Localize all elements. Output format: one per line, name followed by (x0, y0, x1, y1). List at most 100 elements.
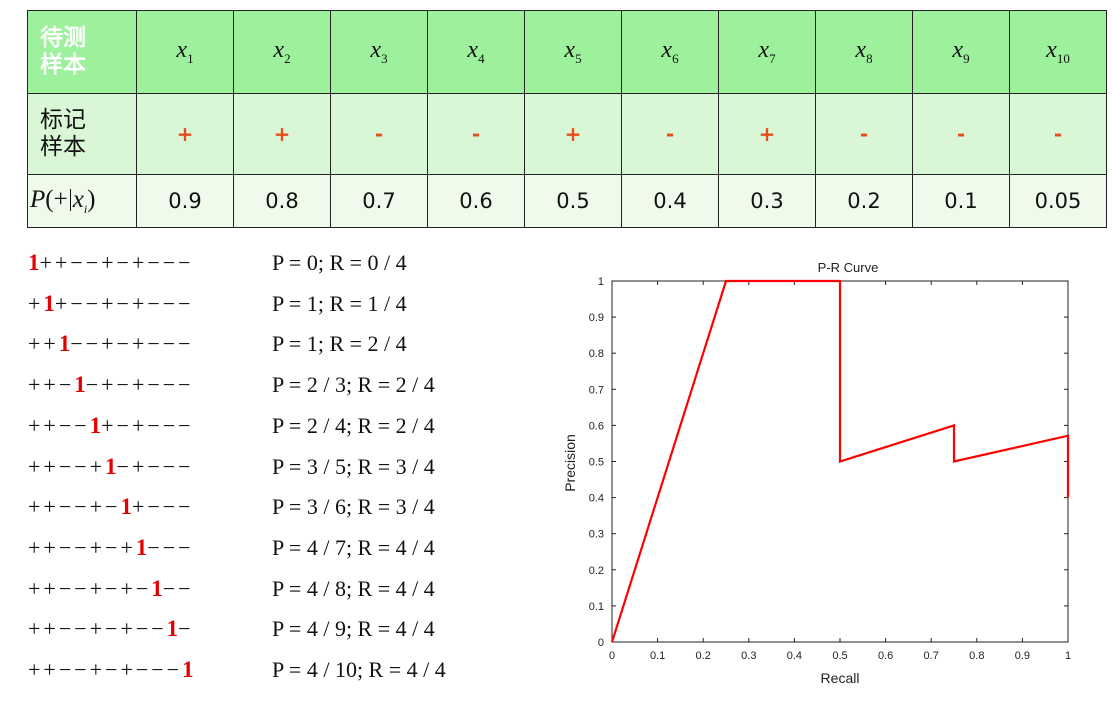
pr-curve-chart: P-R Curve Recall Precision 0 0.1 0.2 0.3 0.4… (562, 260, 1071, 686)
y-tick-label: 0.6 (589, 420, 604, 432)
probability-cell: 0.3 (718, 174, 816, 228)
y-axis-label: Precision (562, 434, 578, 492)
precision-recall-text: P = 4 / 9; R = 4 / 4 (272, 616, 435, 642)
sample-header-cell: x6 (621, 10, 719, 94)
sample-label: x9 (952, 37, 970, 66)
y-tick-label: 0.8 (589, 348, 604, 360)
probability-cell: 0.2 (815, 174, 913, 228)
probability-cell: 0.7 (330, 174, 428, 228)
label-cell: + (524, 93, 622, 175)
sample-label: x4 (467, 37, 485, 66)
sequence-row: ++−1−+−+−−− P = 2 / 3; R = 2 / 4 (28, 372, 435, 412)
probability-cell: 0.1 (912, 174, 1010, 228)
seq-suffix: +−−+−+−−− (54, 290, 194, 316)
sample-header-cell: x1 (136, 10, 234, 94)
label-cell: - (912, 93, 1010, 175)
sample-label: x2 (273, 37, 291, 66)
chart-title: P-R Curve (818, 260, 879, 275)
seq-suffix: − (178, 616, 194, 642)
label-cell: - (621, 93, 719, 175)
seq-suffix: −+−−− (116, 453, 194, 479)
threshold-marker: 1 (105, 453, 117, 479)
threshold-marker: 1 (182, 657, 194, 682)
sequence-row: ++−−+−1+−−− P = 3 / 6; R = 3 / 4 (28, 494, 435, 534)
seq-suffix: +−+−−− (101, 412, 194, 438)
precision-recall-text: P = 3 / 5; R = 3 / 4 (272, 453, 435, 479)
label-cell: - (1009, 93, 1107, 175)
sample-header-cell: x9 (912, 10, 1010, 94)
x-tick-label: 0 (609, 650, 615, 662)
seq-prefix: ++ (28, 331, 59, 357)
y-tick-label: 0 (598, 637, 604, 649)
label-cell: - (427, 93, 525, 175)
sample-label: x1 (176, 37, 194, 66)
y-tick-label: 0.9 (589, 312, 604, 324)
seq-suffix: −+−+−−− (85, 372, 194, 398)
seq-prefix: ++−−+−+−−− (28, 657, 183, 682)
y-tick-label: 0.5 (589, 457, 604, 469)
precision-recall-text: P = 2 / 3; R = 2 / 4 (272, 372, 435, 398)
seq-prefix: ++−−+− (28, 494, 121, 520)
threshold-marker: 1 (120, 494, 132, 520)
x-tick-label: 0.1 (650, 650, 665, 662)
x-tick-label: 0.4 (787, 650, 802, 662)
seq-prefix: ++−−+ (28, 453, 106, 479)
label-cell: + (136, 93, 234, 175)
precision-recall-text: P = 3 / 6; R = 3 / 4 (272, 494, 435, 520)
probability-cell: 0.5 (524, 174, 622, 228)
precision-recall-text: P = 0; R = 0 / 4 (272, 250, 407, 275)
sequence-row: ++−−+−+1−−− P = 4 / 7; R = 4 / 4 (28, 534, 435, 575)
label-cell: - (330, 93, 428, 175)
seq-suffix: +−−− (131, 494, 194, 520)
y-tick-label: 0.3 (589, 529, 604, 541)
threshold-marker: 1 (28, 250, 40, 275)
seq-suffix: −−− (147, 534, 194, 560)
sample-row-header: 待测 样本 (27, 10, 137, 94)
y-tick-label: 0.7 (589, 384, 604, 396)
sample-header-cell: x5 (524, 10, 622, 94)
label-cell: - (815, 93, 913, 175)
axis-ticks: 0 0.1 0.2 0.3 0.4 0.5 0.6 0.7 0.8 0.9 1 0 0.1 0.2 0.3 0… (589, 276, 1071, 662)
seq-prefix: ++− (28, 372, 75, 398)
x-tick-label: 0.5 (832, 650, 847, 662)
label-row-header: 标记 样本 (27, 93, 137, 175)
threshold-marker: 1 (74, 372, 86, 398)
sequence-row: 1++−−+−+−−− P = 0; R = 0 / 4 (28, 250, 407, 290)
y-tick-label: 1 (598, 276, 604, 288)
x-tick-label: 0.3 (741, 650, 756, 662)
threshold-marker: 1 (58, 331, 71, 357)
pr-series-line (610, 279, 1070, 643)
chart-marks (610, 279, 1070, 643)
x-tick-label: 0.9 (1015, 650, 1030, 662)
threshold-marker: 1 (43, 290, 55, 316)
x-axis-label: Recall (821, 670, 860, 686)
seq-prefix: ++−−+−+−− (28, 616, 167, 642)
precision-recall-text: P = 4 / 7; R = 4 / 4 (272, 534, 435, 560)
x-tick-label: 0.6 (878, 650, 893, 662)
seq-suffix: ++−−+−+−−− (39, 250, 194, 275)
sequence-row: +1+−−+−+−−− P = 1; R = 1 / 4 (28, 290, 407, 331)
sample-header-cell: x3 (330, 10, 428, 94)
probability-cell: 0.9 (136, 174, 234, 228)
y-tick-label: 0.2 (589, 565, 604, 577)
prob-row-header: P(+ xi) (27, 174, 137, 228)
probability-cell: 0.8 (233, 174, 331, 228)
seq-prefix: ++−− (28, 412, 90, 438)
sample-header-cell: x4 (427, 10, 525, 94)
sequence-row: ++−−+−+−−−1 P = 4 / 10; R = 4 / 4 (28, 657, 446, 697)
threshold-marker: 1 (166, 616, 179, 642)
label-row: 标记 样本 + + - - + - + - - - (27, 93, 1107, 175)
sample-table: 待测 样本 x1 x2 x3 x4 x5 x6 x7 x8 x9 x10 标记 样本 + + - - + - + -… (27, 10, 1107, 228)
x-tick-label: 0.7 (924, 650, 939, 662)
sequence-row: ++−−1+−+−−− P = 2 / 4; R = 2 / 4 (28, 412, 435, 453)
sample-label: x10 (1046, 37, 1070, 66)
sequence-row: ++−−+−+−−1− P = 4 / 9; R = 4 / 4 (28, 616, 435, 656)
probability-cell: 0.05 (1009, 174, 1107, 228)
x-tick-label: 0.2 (696, 650, 711, 662)
threshold-marker: 1 (135, 534, 148, 560)
probability-cell: 0.4 (621, 174, 719, 228)
seq-prefix: ++−−+−+− (28, 575, 152, 601)
sample-header-cell: x10 (1009, 10, 1107, 94)
label-cell: + (233, 93, 331, 175)
sequence-row: ++−−+−+−1−− P = 4 / 8; R = 4 / 4 (28, 575, 435, 616)
